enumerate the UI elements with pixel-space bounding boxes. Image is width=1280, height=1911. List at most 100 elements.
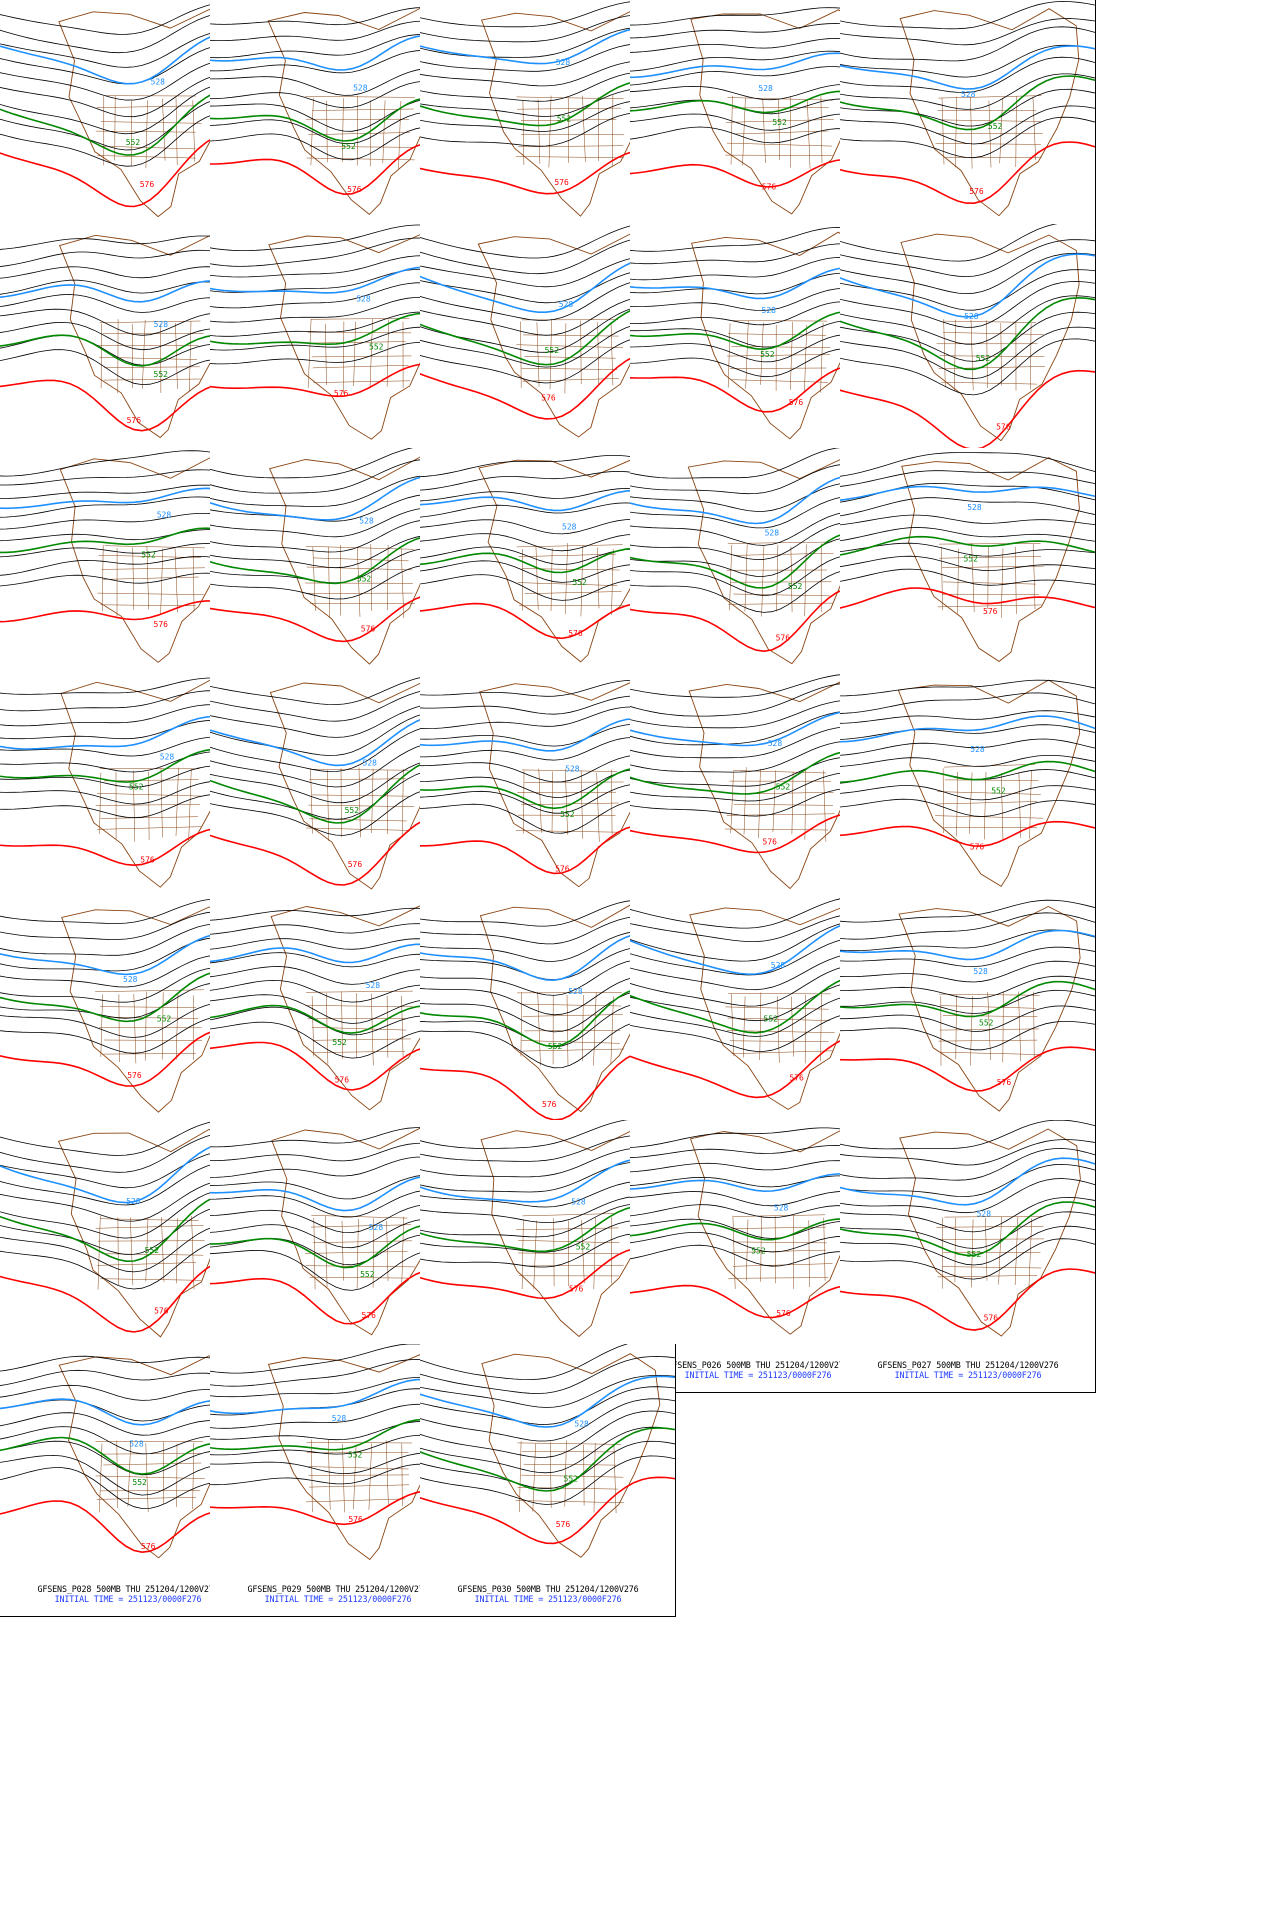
contour-label: 528 [562,522,577,531]
height-contour [840,1005,1095,1032]
state-border [96,793,202,797]
state-border [518,145,624,148]
panel-init-time: INITIAL TIME = 251123/0000F276 [894,1370,1042,1380]
state-border [104,366,200,368]
contour-label: 576 [789,398,804,407]
contour-label: 576 [361,625,376,634]
state-border [521,769,618,772]
contour-label: 576 [140,855,155,864]
state-border [596,547,600,609]
state-border [1028,1218,1033,1288]
state-border [593,992,597,1066]
state-border [524,1264,624,1267]
panel-init-time: INITIAL TIME = 251123/0000F276 [684,1370,832,1380]
state-border [1014,1216,1019,1286]
height-contour [840,224,1095,262]
state-border [311,341,406,344]
height-contour [420,1356,675,1394]
state-border [371,993,374,1066]
blue-contour [840,1157,1095,1206]
height-contour [840,555,1095,572]
contour-label: 528 [768,739,783,748]
contour-label: 552 [332,1038,347,1047]
contour-label: 552 [576,1243,591,1252]
height-contour [840,1178,1095,1214]
state-border [730,772,734,834]
coastline [897,679,1081,887]
state-border [516,344,623,348]
height-contour [840,73,1095,110]
green-contour [840,1201,1095,1257]
state-border [1000,323,1002,386]
map-500mb-heights: 528 552 576 [840,0,1095,217]
height-contour [840,497,1095,517]
state-border [550,548,553,612]
state-border [100,994,103,1057]
state-border [305,1005,414,1008]
state-border [970,319,974,391]
state-border [131,324,133,389]
state-border [306,990,413,993]
state-border [325,1216,328,1287]
state-border [611,548,614,616]
state-border [987,546,989,609]
contour-label: 528 [151,78,166,87]
state-border [100,604,196,607]
contour-label: 576 [348,1515,363,1524]
state-border [728,1277,829,1279]
state-border [306,566,413,571]
height-contour [840,738,1095,756]
state-border [103,1462,202,1466]
state-border [954,96,958,168]
coastline [58,1355,240,1559]
map-500mb-heights: 528 552 576 [840,1120,1095,1337]
coastline [57,1128,239,1338]
state-border [971,1219,974,1288]
height-contour [840,18,1095,46]
height-contour [840,785,1095,801]
state-border [97,1215,101,1290]
contour-label: 576 [996,423,1011,432]
contour-label: 576 [789,1073,804,1082]
state-border [145,1217,149,1282]
red-contour [840,1046,1095,1092]
height-contour [840,88,1095,127]
state-border [99,1006,197,1008]
contour-label: 576 [541,394,556,403]
state-border [759,992,762,1061]
state-border [101,1453,202,1455]
contour-label: 552 [991,786,1006,795]
state-border [820,96,823,164]
state-border [161,992,164,1060]
height-contour [840,295,1095,345]
height-contour [840,912,1095,940]
contour-label: 528 [363,759,378,768]
state-border [942,1015,1038,1017]
state-border [565,543,568,615]
state-border [369,319,373,389]
state-border [940,119,1042,122]
height-contour [840,1021,1095,1051]
state-border [148,771,150,841]
height-contour [840,692,1095,714]
state-border [516,96,624,100]
contour-label: 576 [983,607,998,616]
contour-label: 576 [762,183,777,192]
state-border [521,1040,620,1044]
state-border [804,769,807,840]
state-border [342,1444,345,1513]
state-border [731,379,828,383]
state-border [985,1217,988,1281]
state-border [936,801,1038,805]
state-border [516,1227,619,1231]
state-border [611,769,613,835]
state-border [100,1490,201,1492]
state-border [535,545,539,610]
contour-label: 552 [976,354,991,363]
state-border [517,107,622,110]
height-contour [840,470,1095,487]
state-border [313,1217,316,1290]
coastline [268,233,451,440]
map-500mb-heights: 528 552 576 [840,452,1095,662]
state-border [386,1220,389,1282]
